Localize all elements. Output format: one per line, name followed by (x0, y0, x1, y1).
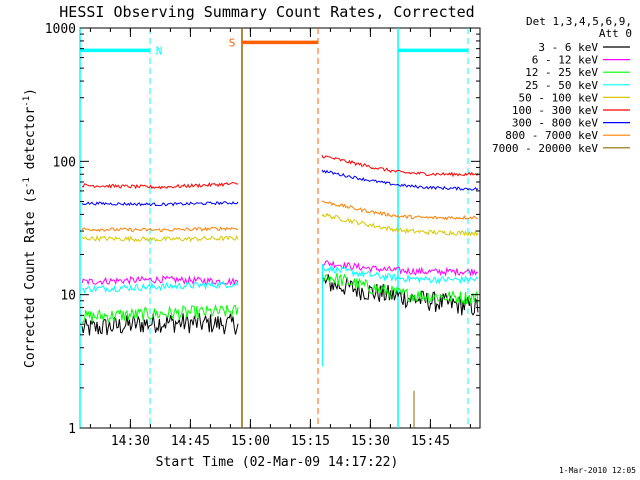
y-axis-label-main: Corrected Count Rate (s (23, 188, 38, 368)
legend-label: 300 - 800 keV (512, 117, 598, 130)
y-tick-label: 10 (60, 289, 76, 304)
y-axis-label-end: ) (23, 88, 38, 96)
saa-state-label: S (229, 36, 236, 49)
legend-label: 3 - 6 keV (538, 41, 598, 54)
legend-label: 100 - 300 keV (512, 104, 598, 117)
series-line-3-6-keV (321, 274, 479, 316)
x-tick-label: 14:30 (111, 434, 150, 449)
x-tick-label: 15:00 (231, 434, 270, 449)
series-line-12-25-keV (81, 304, 239, 324)
x-tick-label: 15:45 (411, 434, 450, 449)
night-state-label: N (156, 44, 163, 57)
series-line-800-7000-keV (321, 200, 478, 221)
chart-title: HESSI Observing Summary Count Rates, Cor… (59, 3, 474, 21)
observing-state-bars: NS (79, 28, 469, 428)
series-line-6-12-keV (81, 274, 239, 286)
series-line-25-50-keV (81, 280, 239, 295)
series-line-300-800-keV (321, 169, 479, 191)
y-tick-label: 1 (68, 422, 76, 437)
legend-label: 50 - 100 keV (519, 91, 599, 104)
series-line-100-300-keV (81, 181, 239, 190)
x-tick-label: 15:15 (291, 434, 330, 449)
series-line-12-25-keV (321, 271, 479, 306)
y-axis-label-mid: detector (23, 107, 38, 178)
legend-label: 25 - 50 keV (525, 79, 598, 92)
series-line-50-100-keV (321, 212, 479, 237)
plot-frame (79, 27, 481, 429)
x-tick-label: 15:30 (351, 434, 390, 449)
legend-header-1: Det 1,3,4,5,6,9, (526, 15, 632, 28)
series-line-25-50-keV (321, 265, 479, 285)
legend-label: 800 - 7000 keV (505, 129, 598, 142)
x-axis-ticks: 14:30 14:45 15:00 15:15 15:30 15:45 (89, 28, 471, 449)
y-axis-label-sup1: -1 (22, 177, 32, 188)
y-tick-label: 100 (53, 155, 76, 170)
y-tick-label: 1000 (45, 22, 76, 37)
legend-header-2: Att 0 (599, 27, 632, 40)
series-line-800-7000-keV (81, 226, 239, 233)
series-line-100-300-keV (321, 154, 479, 178)
x-tick-label: 14:45 (171, 434, 210, 449)
footer-timestamp: 1-Mar-2010 12:05 (559, 466, 636, 475)
legend-label: 7000 - 20000 keV (492, 142, 598, 155)
series-line-300-800-keV (81, 201, 239, 207)
series-group (81, 154, 479, 428)
series-line-50-100-keV (81, 234, 239, 243)
y-axis-ticks: 1 10 100 1000 (45, 22, 480, 437)
series-line-6-12-keV (321, 260, 479, 277)
y-axis-label: Corrected Count Rate (s-1 detector-1) (22, 88, 38, 368)
legend-label: 6 - 12 keV (532, 54, 599, 67)
series-line-3-6-keV (81, 312, 239, 336)
legend-label: 12 - 25 keV (525, 66, 598, 79)
x-axis-label: Start Time (02-Mar-09 14:17:22) (156, 455, 399, 470)
y-axis-label-sup2: -1 (22, 96, 32, 107)
